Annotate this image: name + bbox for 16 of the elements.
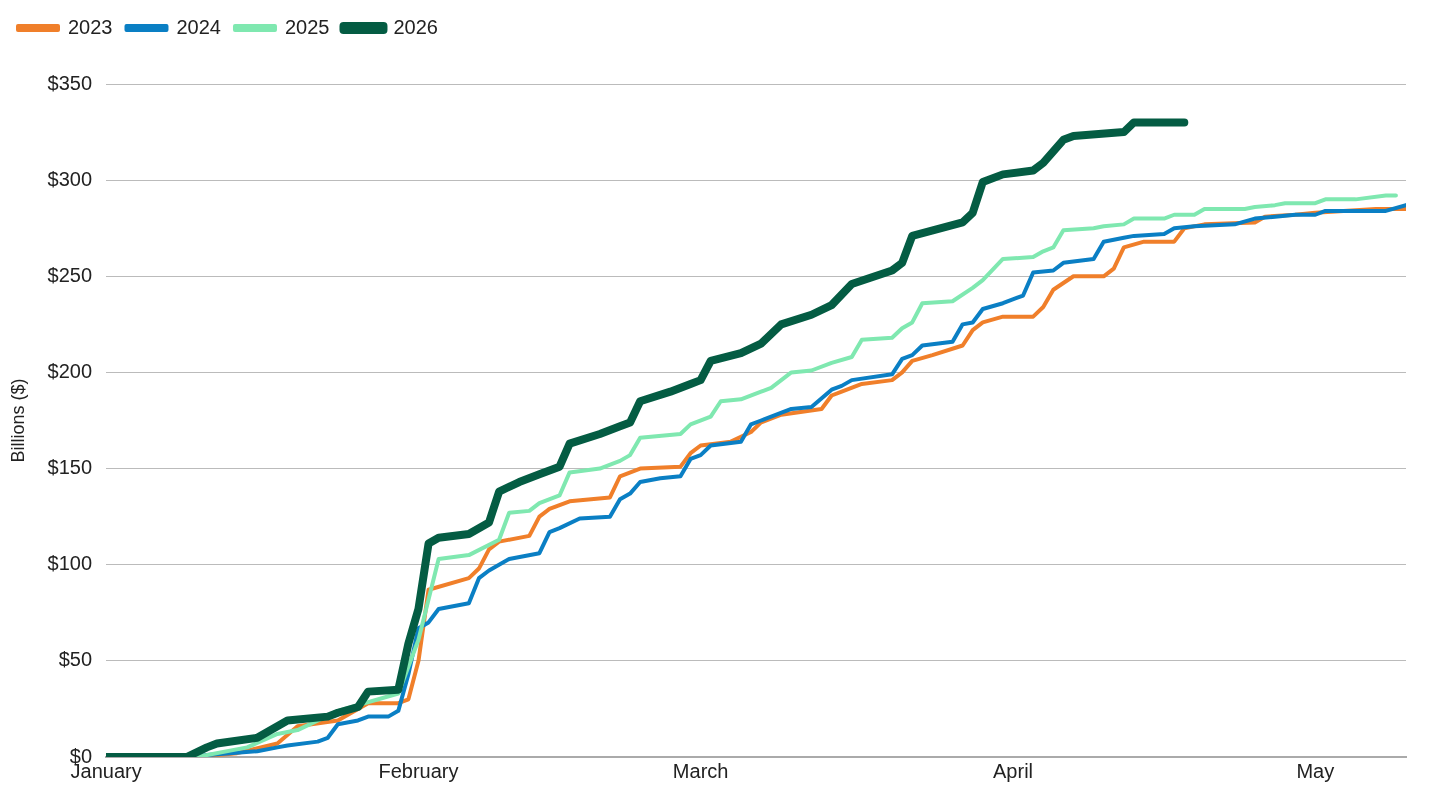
y-tick-label: $200 <box>47 359 93 382</box>
y-axis-title: Billions ($) <box>7 378 28 463</box>
y-tick-label: $100 <box>47 552 93 575</box>
x-tick-label: February <box>378 759 459 782</box>
y-tick-label: $150 <box>47 456 93 479</box>
legend-label: 2026 <box>393 15 438 38</box>
x-tick-label: May <box>1296 759 1335 782</box>
y-tick-label: $250 <box>47 263 93 286</box>
x-tick-label: March <box>672 759 729 782</box>
y-tick-label: $50 <box>58 648 93 671</box>
legend-label: 2025 <box>284 15 330 38</box>
legend-label: 2024 <box>176 15 221 38</box>
x-tick-label: April <box>993 759 1034 782</box>
y-tick-label: $350 <box>47 71 93 94</box>
y-tick-label: $300 <box>47 167 93 190</box>
legend-label: 2023 <box>68 15 113 38</box>
